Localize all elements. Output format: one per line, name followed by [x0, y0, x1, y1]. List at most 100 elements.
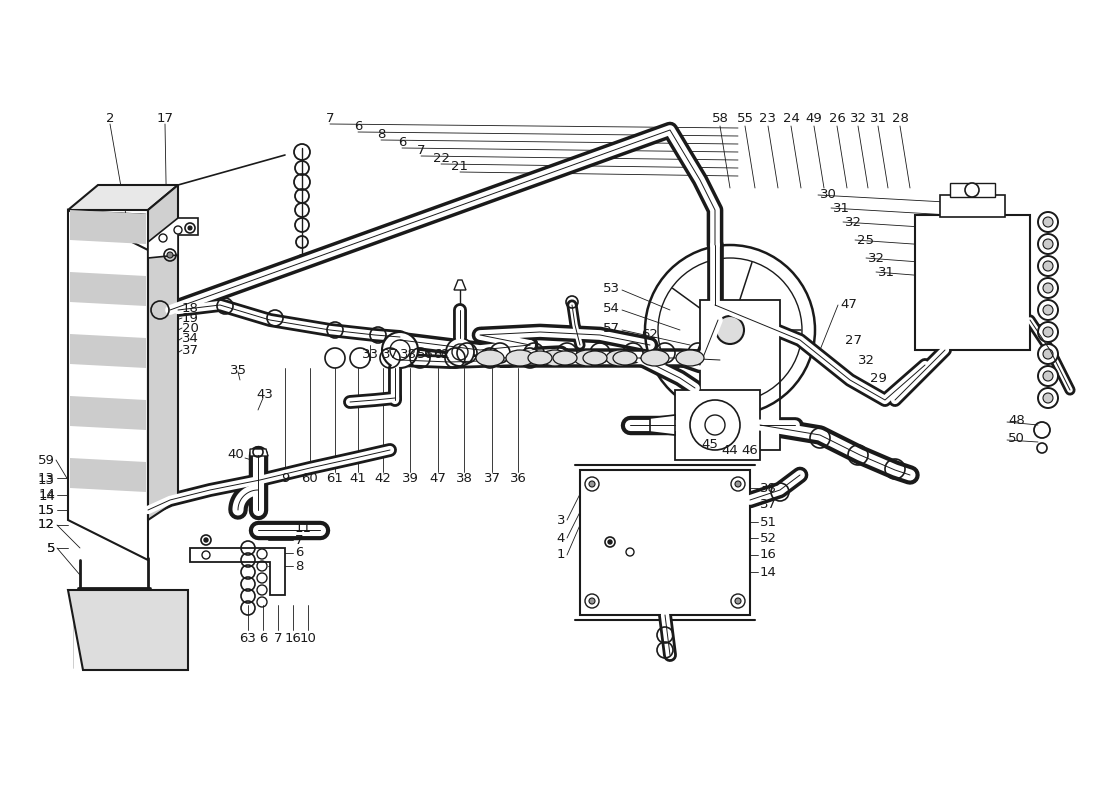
Bar	[950, 183, 996, 197]
Text: 12: 12	[39, 518, 55, 531]
Text: 39: 39	[402, 471, 418, 485]
Text: 7: 7	[326, 111, 334, 125]
Polygon shape	[700, 300, 780, 450]
Text: 63: 63	[240, 631, 256, 645]
Circle shape	[735, 598, 741, 604]
Polygon shape	[250, 449, 268, 456]
Text: 18: 18	[182, 302, 199, 314]
Circle shape	[716, 316, 744, 344]
Text: 12: 12	[39, 518, 55, 531]
Text: 37: 37	[382, 349, 398, 362]
Text: 11: 11	[295, 522, 312, 534]
Circle shape	[1043, 371, 1053, 381]
Text: 23: 23	[759, 111, 777, 125]
Text: 33: 33	[362, 349, 378, 362]
Circle shape	[1038, 322, 1058, 342]
Text: 45: 45	[702, 438, 718, 451]
Text: 21: 21	[451, 159, 469, 173]
Bar	[580, 470, 750, 615]
Polygon shape	[650, 415, 675, 435]
Text: 1: 1	[557, 549, 565, 562]
Circle shape	[1038, 300, 1058, 320]
Ellipse shape	[506, 350, 534, 366]
Text: 62: 62	[641, 329, 659, 342]
Text: 31: 31	[869, 111, 887, 125]
Polygon shape	[70, 396, 146, 430]
Circle shape	[1043, 283, 1053, 293]
Text: 48: 48	[1008, 414, 1025, 426]
Circle shape	[1043, 261, 1053, 271]
Text: 3: 3	[557, 514, 565, 526]
Text: 29: 29	[870, 371, 887, 385]
Circle shape	[204, 538, 208, 542]
Text: 25: 25	[857, 234, 874, 246]
Bar	[915, 215, 1030, 350]
Ellipse shape	[528, 351, 552, 365]
Text: 32: 32	[868, 251, 886, 265]
Text: 50: 50	[1008, 431, 1025, 445]
Polygon shape	[68, 210, 148, 560]
Text: 56: 56	[417, 349, 433, 362]
Text: 55: 55	[737, 111, 754, 125]
Polygon shape	[68, 185, 178, 210]
Circle shape	[1038, 388, 1058, 408]
Text: 34: 34	[182, 331, 199, 345]
Circle shape	[1043, 393, 1053, 403]
Text: 7: 7	[417, 143, 426, 157]
Text: 13: 13	[39, 474, 55, 486]
Text: 4: 4	[557, 531, 565, 545]
Circle shape	[965, 183, 979, 197]
Text: 14: 14	[39, 489, 55, 502]
Text: 47: 47	[430, 471, 447, 485]
Text: 31: 31	[878, 266, 895, 278]
Text: 42: 42	[375, 471, 392, 485]
Circle shape	[1043, 327, 1053, 337]
Text: 20: 20	[182, 322, 199, 334]
Circle shape	[1038, 278, 1058, 298]
Text: 22: 22	[432, 151, 450, 165]
Text: 27: 27	[845, 334, 862, 346]
Text: 19: 19	[182, 311, 199, 325]
Polygon shape	[70, 210, 146, 244]
Text: 6: 6	[398, 135, 406, 149]
Text: 17: 17	[156, 111, 174, 125]
Text: 49: 49	[805, 111, 823, 125]
Circle shape	[588, 598, 595, 604]
Text: 8: 8	[377, 127, 385, 141]
Text: 38: 38	[399, 349, 417, 362]
Polygon shape	[190, 548, 285, 595]
Circle shape	[446, 338, 474, 366]
Text: 15: 15	[39, 505, 55, 518]
Text: 58: 58	[712, 111, 728, 125]
Ellipse shape	[583, 351, 607, 365]
Text: 5: 5	[46, 542, 55, 554]
Polygon shape	[70, 458, 146, 492]
Polygon shape	[454, 280, 466, 290]
Ellipse shape	[641, 350, 669, 366]
Polygon shape	[70, 334, 146, 368]
Circle shape	[1038, 256, 1058, 276]
Text: 15: 15	[39, 503, 55, 517]
Circle shape	[1043, 239, 1053, 249]
Text: 51: 51	[760, 515, 777, 529]
Circle shape	[1038, 234, 1058, 254]
Text: 35: 35	[230, 363, 246, 377]
Text: 59: 59	[39, 454, 55, 466]
Text: 47: 47	[840, 298, 857, 311]
Text: 44: 44	[722, 443, 738, 457]
Ellipse shape	[476, 350, 504, 366]
Text: 7: 7	[274, 631, 283, 645]
Circle shape	[735, 481, 741, 487]
Polygon shape	[148, 218, 198, 258]
Ellipse shape	[553, 351, 578, 365]
Text: 37: 37	[760, 498, 777, 511]
Text: 53: 53	[603, 282, 620, 294]
Circle shape	[588, 481, 595, 487]
Text: 28: 28	[892, 111, 909, 125]
Circle shape	[608, 540, 612, 544]
Text: 6: 6	[258, 631, 267, 645]
Text: 6: 6	[295, 546, 304, 559]
Text: 37: 37	[182, 343, 199, 357]
Text: 7: 7	[295, 534, 304, 546]
Text: 5: 5	[46, 542, 55, 554]
